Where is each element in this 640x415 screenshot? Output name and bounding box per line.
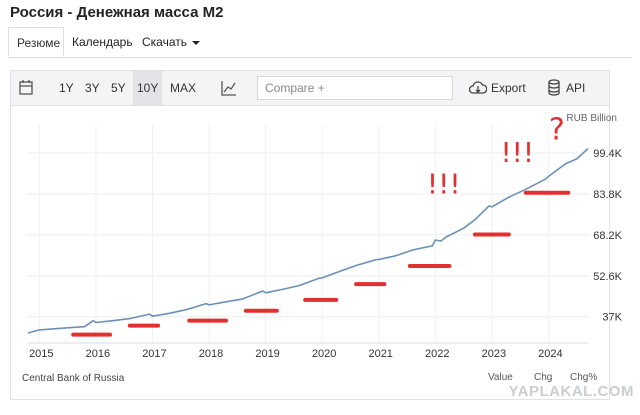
series-line [27,148,589,334]
database-icon [548,79,560,96]
y-tick-label: 52.6K [593,271,622,283]
x-tick-label: 2022 [425,348,449,360]
annotation-mark: ? [549,112,565,147]
unit-label: RUB Billion [566,113,617,124]
value-tab[interactable]: Value [488,372,513,383]
x-tick-label: 2016 [86,348,110,360]
cloud-download-icon [468,81,488,94]
export-label: Export [491,81,526,95]
api-button[interactable]: API [547,71,585,105]
range-5y-button[interactable]: 5Y [111,81,126,95]
series-layer [27,148,589,334]
x-axis-ticks: 2015 2016 2017 2018 2019 2020 2021 2022 2023 2024 [29,348,563,360]
range-10y-button[interactable]: 10Y [133,71,163,105]
x-tick-label: 2015 [29,348,53,360]
x-tick-label: 2021 [368,348,392,360]
y-tick-label: 37K [602,312,622,324]
range-3y-button[interactable]: 3Y [85,81,100,95]
page-title: Россия - Денежная масса M2 [10,4,224,21]
tab-download-label: Скачать [142,35,187,49]
x-tick-label: 2017 [142,348,166,360]
api-label: API [566,81,586,95]
line-chart-icon[interactable] [221,71,237,105]
range-1y-button[interactable]: 1Y [59,81,74,95]
y-axis-ticks: 37K 52.6K 68.2K 83.8K 99.4K [593,148,622,324]
x-tick-label: 2019 [255,348,279,360]
tab-summary[interactable]: Резюме [8,27,64,57]
source-label: Central Bank of Russia [22,373,125,384]
x-tick-label: 2020 [312,348,336,360]
x-tick-label: 2018 [199,348,223,360]
calendar-icon[interactable] [19,71,33,105]
tab-bar: Резюме Календарь Скачать [8,27,632,58]
annotations: !!!!!!? [71,112,571,337]
chart-toolbar: 1Y 3Y 5Y 10Y MAX Compare + Export API [11,71,609,106]
chg-pct-tab[interactable]: Chg% [570,372,598,383]
annotation-mark: !!! [500,136,534,169]
y-tick-label: 68.2K [593,230,622,242]
x-tick-label: 2023 [482,348,506,360]
tab-calendar-label: Календарь [72,35,133,49]
tab-summary-label: Резюме [17,36,61,50]
tab-download[interactable]: Скачать [134,27,208,57]
watermark: YAPLAKAL.COM [508,383,634,400]
range-max-button[interactable]: MAX [170,81,197,95]
export-button[interactable]: Export [468,71,526,105]
chevron-down-icon [192,40,200,45]
tab-calendar[interactable]: Календарь [64,27,141,57]
y-tick-label: 83.8K [593,189,622,201]
chg-tab[interactable]: Chg [534,372,553,383]
compare-input[interactable]: Compare + [257,76,453,100]
y-tick-label: 99.4K [593,148,622,160]
x-tick-label: 2024 [538,348,562,360]
annotation-mark: !!! [427,167,461,200]
